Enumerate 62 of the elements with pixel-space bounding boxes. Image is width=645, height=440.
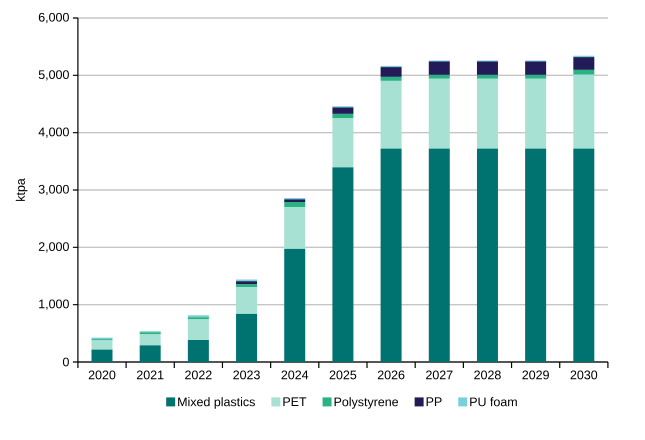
bar bbox=[428, 78, 450, 149]
y-tick-label: 2,000 bbox=[38, 242, 69, 252]
y-tick-label: 3,000 bbox=[38, 184, 69, 196]
x-tick-label: 2024 bbox=[282, 370, 308, 380]
bar bbox=[140, 345, 161, 362]
bar bbox=[380, 76, 402, 81]
x-tick-label: 2025 bbox=[330, 370, 356, 380]
x-tick-label: 2030 bbox=[570, 370, 598, 380]
x-tick-label: 2023 bbox=[233, 370, 260, 380]
bar bbox=[525, 148, 546, 362]
bar bbox=[476, 74, 498, 78]
y-tick-label: 5,000 bbox=[38, 70, 69, 80]
bar bbox=[236, 284, 258, 288]
x-tick-label: 2028 bbox=[474, 370, 501, 380]
bar bbox=[332, 167, 354, 362]
bar bbox=[573, 74, 594, 149]
bar bbox=[236, 287, 258, 314]
bar bbox=[428, 74, 450, 78]
bar bbox=[476, 148, 498, 362]
bar bbox=[380, 67, 402, 77]
bar bbox=[573, 148, 594, 362]
bar bbox=[380, 148, 402, 362]
bar bbox=[140, 334, 161, 346]
bar bbox=[428, 148, 450, 362]
bar bbox=[92, 340, 112, 350]
bar bbox=[573, 57, 594, 70]
legend-label: Polystyrene bbox=[334, 397, 398, 409]
bar bbox=[236, 281, 258, 284]
y-tick-label: 1,000 bbox=[39, 300, 69, 310]
x-tick-label: 2029 bbox=[522, 370, 549, 380]
bar bbox=[284, 202, 306, 208]
bar bbox=[380, 80, 402, 149]
y-axis-title: ktpa bbox=[16, 178, 28, 201]
bar bbox=[332, 108, 354, 114]
bar bbox=[332, 118, 354, 168]
bar bbox=[188, 340, 209, 362]
bar bbox=[525, 78, 546, 149]
x-tick-label: 2022 bbox=[185, 370, 212, 380]
bar bbox=[284, 248, 306, 362]
y-tick-label: 6,000 bbox=[38, 12, 69, 24]
bar bbox=[188, 319, 209, 340]
x-tick-label: 2020 bbox=[88, 370, 116, 380]
legend-label: PU foam bbox=[470, 397, 517, 406]
bar bbox=[236, 314, 258, 362]
x-tick-label: 2026 bbox=[378, 370, 404, 380]
bar bbox=[525, 74, 546, 78]
bar bbox=[476, 61, 498, 75]
bar bbox=[573, 70, 594, 74]
bar bbox=[332, 114, 354, 118]
x-tick-label: 2021 bbox=[136, 370, 164, 380]
bar bbox=[525, 61, 546, 75]
x-tick-label: 2027 bbox=[426, 370, 452, 380]
legend-label: PP bbox=[426, 397, 442, 406]
legend-label: PET bbox=[283, 397, 306, 406]
y-tick-label: 4,000 bbox=[38, 128, 69, 138]
legend-label: Mixed plastics bbox=[178, 397, 255, 409]
y-tick-label: 0 bbox=[62, 358, 69, 366]
bar bbox=[476, 78, 498, 149]
bar bbox=[428, 61, 450, 75]
bar bbox=[284, 207, 306, 249]
bar bbox=[92, 350, 112, 362]
bar bbox=[284, 199, 306, 202]
